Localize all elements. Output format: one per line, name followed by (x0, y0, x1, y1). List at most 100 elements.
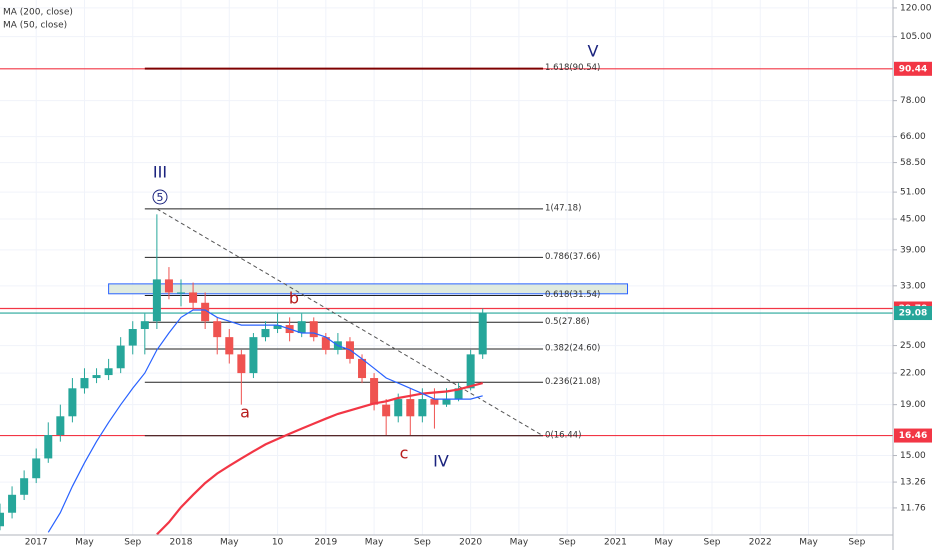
candle-body (164, 279, 173, 293)
candle-body (92, 375, 101, 379)
candle-body (297, 321, 306, 334)
ma-line (156, 382, 483, 535)
fib-label: 1.618(90.54) (545, 63, 600, 73)
wave-label: b (289, 289, 299, 308)
candle-body (358, 358, 367, 379)
wave-circle (152, 189, 168, 205)
wave-label: 5 (157, 191, 164, 204)
candle-body (478, 313, 487, 355)
legend-entry: MA (50, close) (3, 21, 67, 31)
candle-body (20, 478, 29, 495)
x-tick-label: Sep (124, 538, 141, 548)
y-tick-label: 51.00 (900, 188, 926, 198)
x-tick-label: 2017 (25, 538, 48, 548)
x-tick-label: 10 (272, 538, 284, 548)
fib-label: 0.618(31.54) (545, 290, 600, 300)
y-tick-label: 39.00 (900, 245, 926, 255)
candle-body (104, 368, 113, 376)
x-tick-label: Sep (848, 538, 865, 548)
fib-label: 0.5(27.86) (545, 317, 589, 327)
candle-body (249, 337, 258, 374)
x-tick-label: May (799, 538, 818, 548)
price-tag (894, 428, 932, 443)
x-tick-label: 2018 (170, 538, 193, 548)
x-tick-label: 2022 (749, 538, 772, 548)
fib-label: 0.382(24.60) (545, 344, 600, 354)
candle-body (128, 329, 137, 346)
candle-body (56, 416, 65, 436)
candle-body (309, 321, 318, 338)
candle-body (213, 321, 222, 338)
y-tick-label: 15.00 (900, 451, 926, 461)
candle-body (418, 399, 427, 417)
price-tag-label: 29.08 (899, 309, 927, 319)
candle-body (201, 302, 210, 322)
wave-label: c (400, 444, 409, 463)
y-tick-label: 11.76 (900, 503, 926, 513)
fib-label: 0.786(37.66) (545, 252, 600, 262)
y-tick-label: 120.00 (900, 3, 932, 13)
price-tag (894, 61, 932, 76)
trendline (156, 208, 544, 437)
candle-body (321, 337, 330, 350)
zone (108, 283, 629, 295)
x-tick-label: 2020 (459, 538, 482, 548)
x-tick-label: 2021 (604, 538, 627, 548)
wave-label: V (588, 42, 599, 61)
candle-body (273, 325, 282, 330)
y-tick-label: 33.00 (900, 281, 926, 291)
legend-entry: MA (200, close) (3, 8, 73, 18)
x-tick-label: May (75, 538, 94, 548)
candle-body (454, 388, 463, 400)
wave-label: IV (433, 452, 449, 471)
x-tick-label: May (365, 538, 384, 548)
y-tick-label: 13.26 (900, 478, 926, 488)
y-tick-label: 19.00 (900, 400, 926, 410)
candle-body (44, 435, 53, 459)
fib-label: 0(16.44) (545, 430, 581, 440)
candle-body (394, 399, 403, 417)
candle-body (406, 399, 415, 417)
y-tick-label: 66.00 (900, 132, 926, 142)
price-tag (894, 306, 932, 321)
y-tick-label: 45.00 (900, 215, 926, 225)
wave-label: III (153, 163, 167, 182)
candle-body (8, 494, 17, 513)
candle-body (261, 329, 270, 338)
x-tick-label: May (220, 538, 239, 548)
plot-area: 1.618(90.54) 1(47.18) 0.786(37.66) 0.618(31… (0, 0, 893, 535)
candle-body (32, 458, 41, 479)
wave-label: a (240, 403, 250, 422)
candle-body (177, 292, 186, 294)
y-tick-label: 78.00 (900, 96, 926, 106)
fib-label: 0.236(21.08) (545, 377, 600, 387)
x-tick-label: Sep (559, 538, 576, 548)
candle-body (430, 399, 439, 405)
ma-line (47, 309, 483, 533)
candle-body (382, 404, 391, 417)
fib-label: 1(47.18) (545, 203, 581, 213)
y-tick-label: 105.00 (900, 32, 932, 42)
candle-body (80, 378, 89, 389)
y-tick-label: 58.50 (900, 158, 926, 168)
candle-body (140, 321, 149, 330)
candle-body (152, 279, 161, 322)
x-tick-label: 2019 (314, 538, 337, 548)
candle-body (0, 512, 4, 527)
price-tag-label: 90.44 (899, 64, 927, 74)
candle-body (442, 399, 451, 405)
candle-body (370, 378, 379, 405)
x-tick-label: Sep (704, 538, 721, 548)
y-tick-label: 25.00 (900, 341, 926, 351)
x-tick-label: May (510, 538, 529, 548)
y-tick-label: 22.00 (900, 369, 926, 379)
candle-body (466, 354, 475, 389)
candle-body (237, 354, 246, 374)
candle-body (116, 345, 125, 369)
x-tick-label: Sep (414, 538, 431, 548)
candle-body (225, 337, 234, 355)
x-tick-label: May (654, 538, 673, 548)
candle-body (189, 292, 198, 303)
